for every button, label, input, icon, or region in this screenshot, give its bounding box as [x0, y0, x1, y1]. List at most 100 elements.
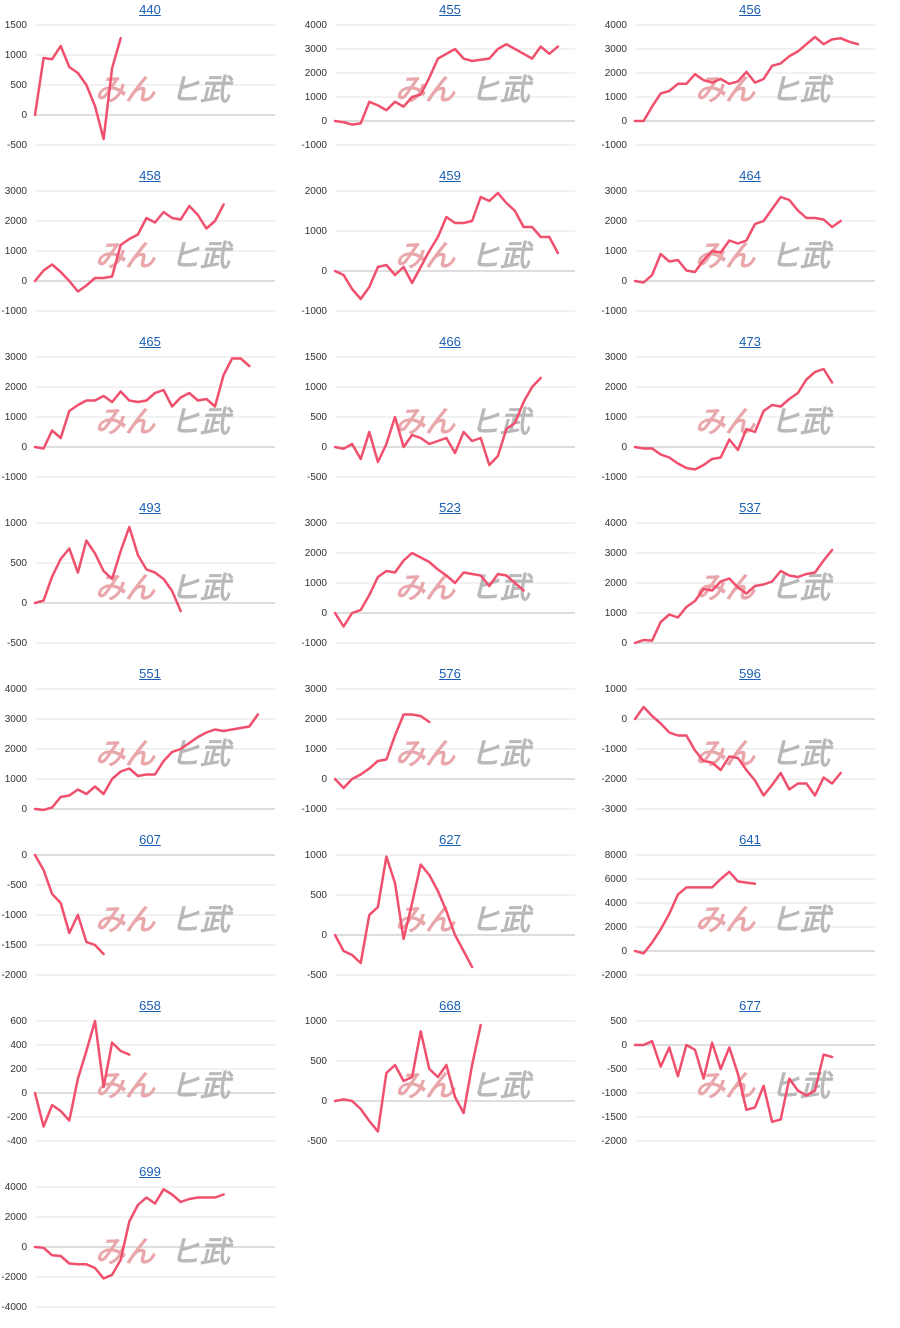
y-tick-label: -1000 — [1, 306, 27, 317]
watermark-logo: ヒ武 — [770, 904, 834, 937]
y-tick-label: 1000 — [5, 774, 28, 785]
chart-svg: -2000 0 2000 4000 6000 8000 みん ヒ武 — [601, 850, 875, 981]
y-tick-label: 0 — [621, 276, 627, 287]
watermark-logo: みん — [695, 738, 756, 771]
y-tick-label: 3000 — [605, 352, 628, 363]
chart-panel: -1000 0 1000 2000 3000 4000 みん ヒ武 456 — [600, 0, 900, 166]
chart-title-link[interactable]: 473 — [739, 334, 761, 349]
y-tick-label: -500 — [7, 638, 27, 649]
y-tick-label: 4000 — [605, 898, 628, 909]
y-tick-label: 200 — [10, 1064, 27, 1075]
watermark-logo: ヒ武 — [470, 1070, 534, 1103]
y-tick-label: 2000 — [305, 68, 328, 79]
watermark-logo: みん — [95, 738, 156, 771]
series-line — [33, 203, 225, 293]
chart-title-link[interactable]: 464 — [739, 168, 761, 183]
watermark-logo: みん — [395, 1070, 456, 1103]
y-tick-label: 3000 — [605, 548, 628, 559]
chart-title-link[interactable]: 551 — [139, 666, 161, 681]
series-line — [633, 35, 860, 123]
chart-panel: 0 1000 2000 3000 4000 みん ヒ武 537 — [600, 498, 900, 664]
watermark-logo: ヒ武 — [470, 904, 534, 937]
y-tick-label: 600 — [10, 1016, 27, 1027]
chart-title-link[interactable]: 658 — [139, 998, 161, 1013]
series-line — [333, 551, 525, 628]
y-tick-label: 500 — [10, 80, 27, 91]
y-tick-label: 1000 — [305, 578, 328, 589]
y-tick-label: 0 — [621, 714, 627, 725]
y-tick-label: 0 — [621, 638, 627, 649]
chart-panel: -1000 0 1000 2000 3000 みん ヒ武 464 — [600, 166, 900, 332]
y-tick-label: -500 — [7, 880, 27, 891]
y-tick-label: 500 — [310, 1056, 327, 1067]
watermark-logo: みん — [95, 904, 156, 937]
y-tick-label: 4000 — [305, 20, 328, 31]
y-tick-label: 0 — [321, 608, 327, 619]
chart-title-link[interactable]: 576 — [439, 666, 461, 681]
watermark-logo: ヒ武 — [170, 738, 234, 771]
chart-panel: -1000 0 1000 2000 みん ヒ武 459 — [300, 166, 600, 332]
chart-title-link[interactable]: 677 — [739, 998, 761, 1013]
chart-panel: -1000 0 1000 2000 3000 みん ヒ武 473 — [600, 332, 900, 498]
y-tick-label: 0 — [321, 116, 327, 127]
chart-title-link[interactable]: 668 — [439, 998, 461, 1013]
y-tick-label: 1000 — [605, 412, 628, 423]
chart-svg: -500 0 500 1000 1500 みん ヒ武 — [305, 352, 575, 483]
chart-title-link[interactable]: 440 — [139, 2, 161, 17]
chart-panel: -500 0 500 1000 1500 みん ヒ武 466 — [300, 332, 600, 498]
chart-title-link[interactable]: 459 — [439, 168, 461, 183]
y-tick-label: 0 — [21, 804, 27, 815]
chart-title-link[interactable]: 456 — [739, 2, 761, 17]
chart-title-link[interactable]: 641 — [739, 832, 761, 847]
y-tick-label: 1000 — [305, 1016, 328, 1027]
chart-svg: -1000 0 1000 2000 3000 みん ヒ武 — [301, 684, 575, 815]
chart-title-link[interactable]: 465 — [139, 334, 161, 349]
series-line — [333, 855, 474, 969]
series-line — [33, 357, 251, 450]
chart-title-link[interactable]: 455 — [439, 2, 461, 17]
watermark-logo: ヒ武 — [170, 240, 234, 273]
chart-title-link[interactable]: 466 — [439, 334, 461, 349]
watermark-logo: ヒ武 — [470, 572, 534, 605]
y-tick-label: 0 — [321, 774, 327, 785]
watermark-logo: ヒ武 — [170, 572, 234, 605]
y-tick-label: 500 — [10, 558, 27, 569]
watermark-logo: ヒ武 — [170, 1070, 234, 1103]
y-tick-label: 2000 — [305, 548, 328, 559]
y-tick-label: 500 — [310, 890, 327, 901]
chart-title-link[interactable]: 607 — [139, 832, 161, 847]
series-line — [33, 36, 122, 141]
chart-svg: -500 0 500 1000 1500 みん ヒ武 — [5, 20, 275, 151]
y-tick-label: 3000 — [5, 186, 28, 197]
chart-title-link[interactable]: 537 — [739, 500, 761, 515]
watermark-logo: みん — [395, 738, 456, 771]
y-tick-label: -3000 — [601, 804, 627, 815]
watermark-logo: みん — [95, 572, 156, 605]
y-tick-label: 8000 — [605, 850, 628, 861]
chart-title-link[interactable]: 493 — [139, 500, 161, 515]
chart-title-link[interactable]: 596 — [739, 666, 761, 681]
chart-title-link[interactable]: 627 — [439, 832, 461, 847]
chart-panel: -500 0 500 1000 みん ヒ武 627 — [300, 830, 600, 996]
y-tick-label: 2000 — [305, 186, 328, 197]
watermark-logo: ヒ武 — [770, 738, 834, 771]
chart-title-link[interactable]: 523 — [439, 500, 461, 515]
chart-panel: -1000 0 1000 2000 3000 みん ヒ武 465 — [0, 332, 300, 498]
chart-title-link[interactable]: 699 — [139, 1164, 161, 1179]
chart-svg: 0 1000 2000 3000 4000 みん ヒ武 — [5, 684, 275, 815]
chart-title-link[interactable]: 458 — [139, 168, 161, 183]
y-tick-label: -1000 — [1, 472, 27, 483]
series-line — [33, 1188, 225, 1280]
series-line — [33, 853, 105, 956]
y-tick-label: 4000 — [5, 1182, 28, 1193]
chart-svg: -1000 0 1000 2000 3000 みん ヒ武 — [1, 352, 275, 483]
series-line — [33, 713, 260, 812]
y-tick-label: -2000 — [1, 1272, 27, 1283]
y-tick-label: 1000 — [605, 684, 628, 695]
series-line — [333, 191, 560, 301]
y-tick-label: 2000 — [5, 744, 28, 755]
